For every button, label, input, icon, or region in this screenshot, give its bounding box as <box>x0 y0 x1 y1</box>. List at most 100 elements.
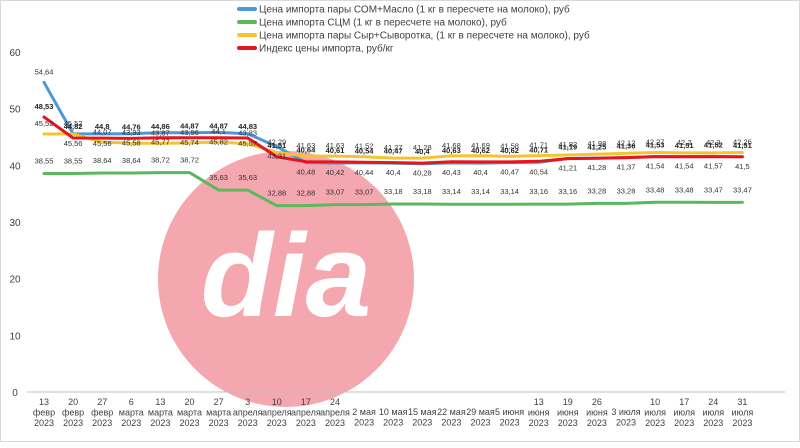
x-tick-label: 2023 <box>558 418 578 428</box>
data-label: 45,52 <box>35 119 54 128</box>
data-label: 44,83 <box>238 122 257 131</box>
data-label: 42,2 <box>677 138 692 147</box>
data-label: 40,62 <box>500 146 519 155</box>
data-label: 33,14 <box>471 187 490 196</box>
x-tick-label: 2023 <box>325 418 345 428</box>
data-label: 43,93 <box>122 128 141 137</box>
data-label: 41,52 <box>704 141 723 150</box>
x-tick-label: 13 <box>155 397 165 407</box>
x-tick-label: 2023 <box>412 418 432 428</box>
data-label: 44,87 <box>209 122 228 131</box>
x-tick-label: 22 мая <box>437 407 466 417</box>
x-tick-label: июля <box>644 408 666 418</box>
x-tick-label: 3 <box>245 397 250 407</box>
data-label: 33,47 <box>704 185 723 194</box>
data-label: 41,57 <box>704 161 723 170</box>
data-label: 40,71 <box>529 145 548 154</box>
x-tick-label: 6 <box>129 397 134 407</box>
axes: 010203040506013февр202320февр202327февр2… <box>9 48 785 428</box>
data-label: 32,88 <box>297 189 316 198</box>
data-label: 38,64 <box>122 156 141 165</box>
x-tick-label: 2023 <box>150 418 170 428</box>
data-label: 40,4 <box>473 168 488 177</box>
x-tick-label: 2023 <box>529 418 549 428</box>
data-label: 45,82 <box>209 137 228 146</box>
x-tick-label: февр <box>33 408 55 418</box>
x-tick-label: марта <box>177 408 202 418</box>
x-tick-label: июля <box>673 408 695 418</box>
data-label: 33,16 <box>529 187 548 196</box>
data-labels: 54,64 45,56 45,56 45,58 45,77 45,74 45,82 45,57… <box>35 67 752 197</box>
y-tick-label: 10 <box>9 331 21 342</box>
x-tick-label: 2023 <box>500 418 520 428</box>
data-label: 42,26 <box>733 138 752 147</box>
x-tick-label: 2023 <box>383 418 403 428</box>
x-tick-label: 2 мая <box>352 407 376 417</box>
x-tick-label: апреля <box>320 408 350 418</box>
data-label: 38,55 <box>64 157 83 166</box>
x-tick-label: февр <box>62 408 84 418</box>
data-label: 41,54 <box>646 162 665 171</box>
data-label: 44,82 <box>64 122 83 131</box>
legend-label-2: Цена импорта СЦМ (1 кг в пересчете на мо… <box>259 17 507 29</box>
data-label: 35,63 <box>238 173 257 182</box>
data-label: 40,54 <box>355 146 375 155</box>
data-label: 45,57 <box>238 139 257 148</box>
x-tick-label: июня <box>528 408 550 418</box>
data-label: 40,63 <box>442 146 461 155</box>
data-label: 33,47 <box>733 185 752 194</box>
data-label: 54,64 <box>35 67 54 76</box>
x-tick-label: 3 июля <box>611 407 640 417</box>
x-tick-label: марта <box>206 408 231 418</box>
data-label: 41,51 <box>675 141 694 150</box>
series-lines <box>42 80 744 208</box>
data-label: 41,5 <box>735 162 750 171</box>
x-tick-label: 2023 <box>296 418 316 428</box>
data-label: 41,28 <box>413 143 432 152</box>
data-label: 44,86 <box>151 122 170 131</box>
y-tick-label: 0 <box>12 388 18 399</box>
data-label: 43,96 <box>180 128 199 137</box>
x-tick-label: 2023 <box>267 418 287 428</box>
x-tick-label: апреля <box>262 408 292 418</box>
x-tick-label: 2023 <box>209 418 229 428</box>
x-tick-label: 27 <box>97 397 107 407</box>
data-label: 41,28 <box>588 163 607 172</box>
y-tick-label: 30 <box>9 218 21 229</box>
watermark: dia <box>158 151 414 407</box>
x-tick-label: 29 мая <box>466 407 495 417</box>
data-label: 33,28 <box>588 186 607 195</box>
x-tick-label: 15 мая <box>408 407 437 417</box>
x-tick-label: 2023 <box>179 418 199 428</box>
x-tick-label: 26 <box>592 397 602 407</box>
legend-label-1: Цена импорта пары СОМ+Масло (1 кг в пере… <box>259 4 570 16</box>
x-tick-label: 10 мая <box>379 407 408 417</box>
x-tick-label: 2023 <box>354 418 374 428</box>
data-label: 41,63 <box>326 141 345 150</box>
x-tick-label: 2023 <box>441 418 461 428</box>
x-tick-label: 19 <box>563 397 573 407</box>
watermark-logo-text: dia <box>201 210 372 342</box>
data-label: 41,52 <box>355 142 374 151</box>
data-label: 44,87 <box>180 122 199 131</box>
x-tick-label: 2023 <box>703 418 723 428</box>
x-tick-label: 2023 <box>34 418 54 428</box>
data-label: 32,88 <box>267 189 286 198</box>
data-label: 33,14 <box>442 187 461 196</box>
data-label: 41,21 <box>558 163 577 172</box>
data-label: 40,44 <box>355 168 374 177</box>
data-label: 42,29 <box>267 137 286 146</box>
data-label: 41,51 <box>733 141 752 150</box>
data-label: 43,83 <box>238 129 257 138</box>
x-tick-label: апреля <box>233 408 263 418</box>
x-tick-label: 27 <box>214 397 224 407</box>
data-label: 38,72 <box>151 156 170 165</box>
data-label: 33,14 <box>500 187 519 196</box>
data-label: 48,53 <box>35 102 54 111</box>
data-label: 42,27 <box>646 137 665 146</box>
data-label: 41,58 <box>500 141 519 150</box>
data-label: 40,64 <box>297 146 317 155</box>
x-tick-label: 2023 <box>121 418 141 428</box>
